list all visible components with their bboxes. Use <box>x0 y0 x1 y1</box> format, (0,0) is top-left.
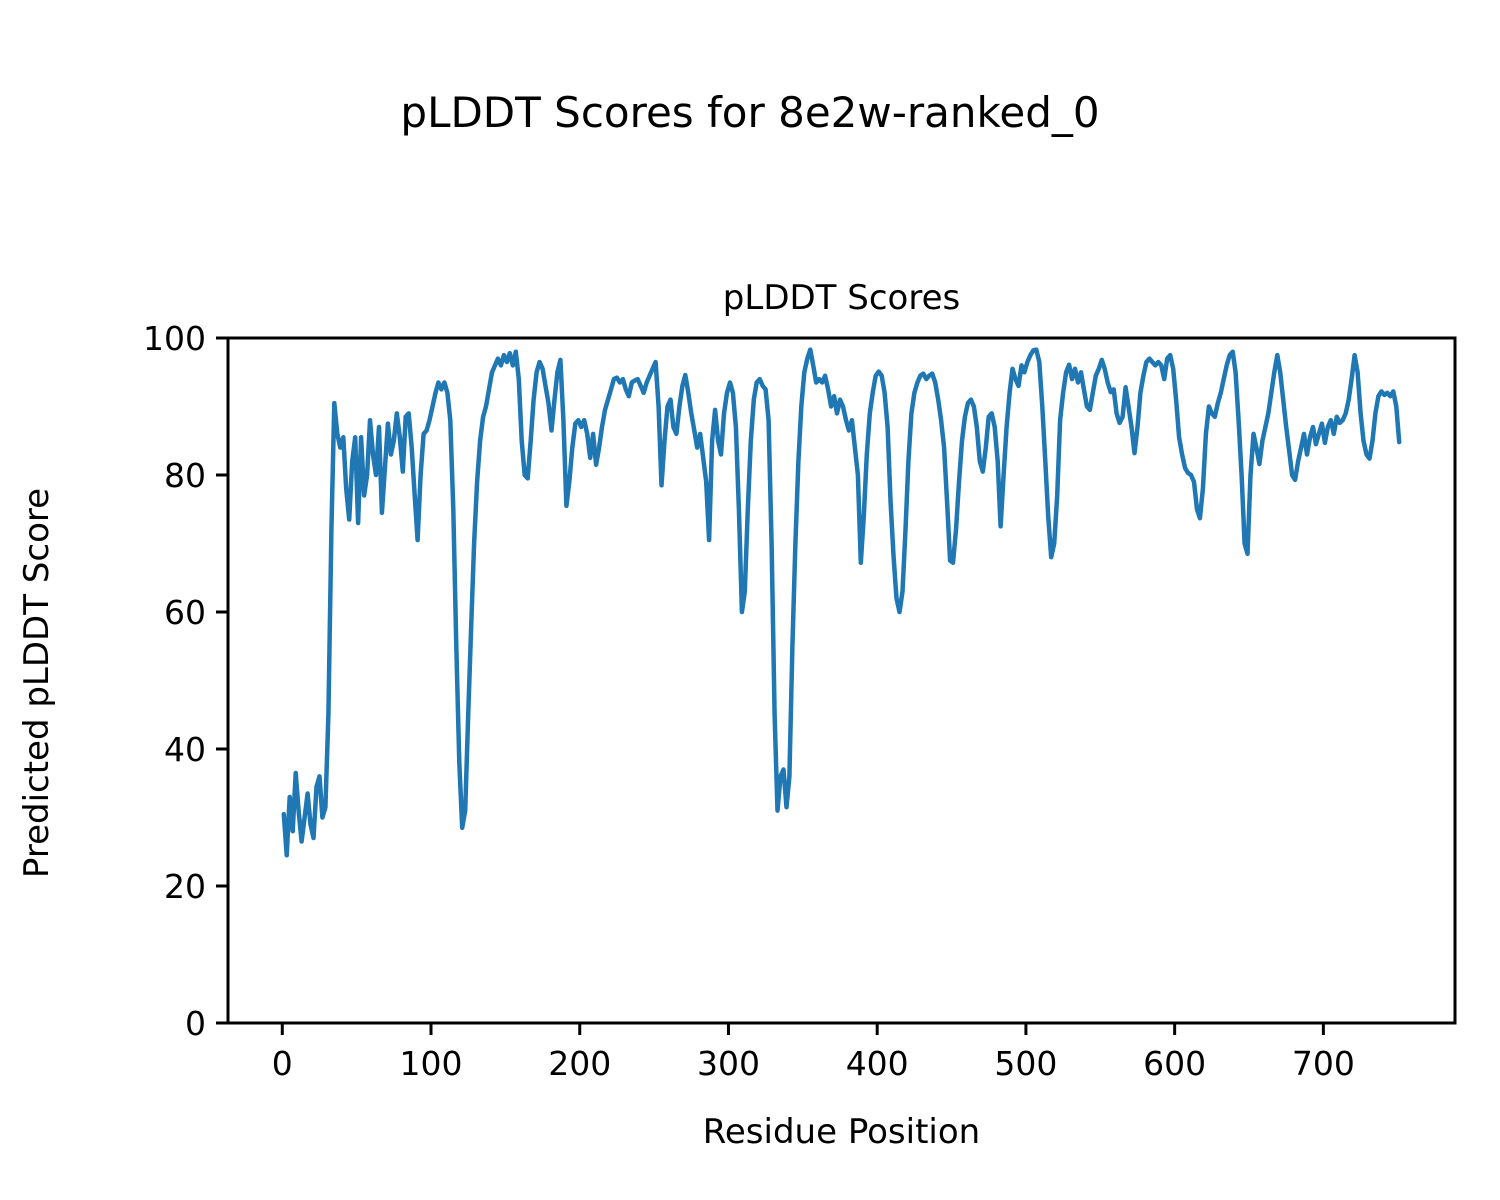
y-tick-label: 80 <box>164 456 206 495</box>
x-tick-label: 400 <box>846 1044 909 1083</box>
x-tick-label: 700 <box>1292 1044 1355 1083</box>
y-tick-label: 0 <box>185 1004 206 1043</box>
x-tick-label: 0 <box>272 1044 293 1083</box>
x-axis-label: Residue Position <box>702 1112 981 1152</box>
x-tick-label: 300 <box>697 1044 760 1083</box>
x-tick-label: 600 <box>1143 1044 1206 1083</box>
axes-spines <box>226 336 1457 1025</box>
y-tick-label: 60 <box>164 593 206 632</box>
x-tick-label: 500 <box>994 1044 1057 1083</box>
plddt-line <box>281 347 1402 858</box>
axes-title: pLDDT Scores <box>722 278 961 318</box>
x-tick-label: 100 <box>400 1044 463 1083</box>
x-tick-label: 200 <box>548 1044 611 1083</box>
y-tick-label: 100 <box>143 319 206 358</box>
y-tick-label: 20 <box>164 867 206 906</box>
figure-title: pLDDT Scores for 8e2w-ranked_0 <box>400 88 1100 137</box>
y-tick-label: 40 <box>164 730 206 769</box>
